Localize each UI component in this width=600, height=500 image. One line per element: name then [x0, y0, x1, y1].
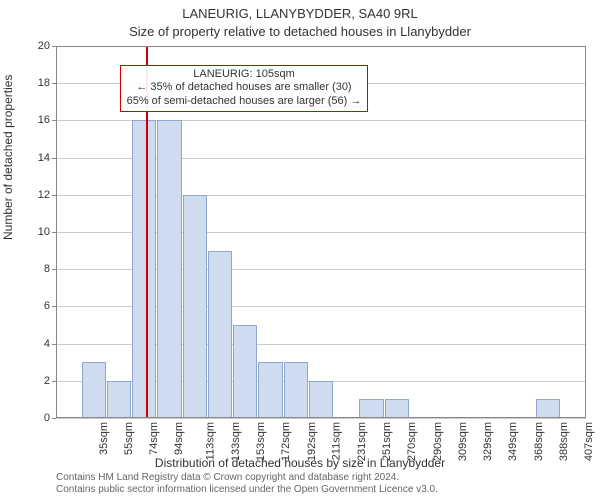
- plot-area: 0246810121416182035sqm55sqm74sqm94sqm113…: [56, 46, 586, 418]
- bar: [284, 362, 308, 418]
- annotation-box: LANEURIG: 105sqm← 35% of detached houses…: [120, 65, 369, 112]
- attribution-line: Contains public sector information licen…: [56, 484, 438, 496]
- x-axis-label: Distribution of detached houses by size …: [0, 456, 600, 470]
- y-tick-label: 8: [44, 263, 56, 275]
- x-tick-label: 113sqm: [204, 422, 216, 460]
- annotation-line: LANEURIG: 105sqm: [127, 68, 362, 82]
- y-tick-label: 2: [44, 375, 56, 387]
- bar: [385, 399, 409, 418]
- y-tick-label: 16: [38, 114, 56, 126]
- y-tick-label: 20: [38, 40, 56, 52]
- chart-title: LANEURIG, LLANYBYDDER, SA40 9RL: [0, 6, 600, 21]
- bar: [309, 381, 333, 418]
- y-axis-label: Number of detached properties: [1, 75, 15, 240]
- y-tick-label: 18: [38, 77, 56, 89]
- x-tick-label: 35sqm: [98, 422, 110, 455]
- y-tick-label: 10: [38, 226, 56, 238]
- attribution: Contains HM Land Registry data © Crown c…: [56, 472, 438, 496]
- x-tick-label: 211sqm: [330, 422, 342, 460]
- y-tick-label: 4: [44, 338, 56, 350]
- bar: [183, 195, 207, 418]
- gridline: [56, 418, 586, 419]
- bar: [536, 399, 560, 418]
- bar: [132, 120, 156, 418]
- histogram-chart: LANEURIG, LLANYBYDDER, SA40 9RL Size of …: [0, 0, 600, 500]
- bar: [157, 120, 181, 418]
- y-tick-label: 14: [38, 152, 56, 164]
- bar: [208, 251, 232, 418]
- bar: [258, 362, 282, 418]
- x-tick-label: 94sqm: [173, 422, 185, 455]
- y-tick-label: 6: [44, 300, 56, 312]
- annotation-line: ← 35% of detached houses are smaller (30…: [127, 81, 362, 95]
- bar: [82, 362, 106, 418]
- x-tick-label: 55sqm: [123, 422, 135, 455]
- gridline: [56, 46, 586, 47]
- bar: [359, 399, 383, 418]
- y-tick-label: 12: [38, 189, 56, 201]
- chart-subtitle: Size of property relative to detached ho…: [0, 24, 600, 39]
- bar: [107, 381, 131, 418]
- attribution-line: Contains HM Land Registry data © Crown c…: [56, 472, 438, 484]
- x-tick-label: 74sqm: [148, 422, 160, 455]
- y-tick-label: 0: [44, 412, 56, 424]
- annotation-line: 65% of semi-detached houses are larger (…: [127, 95, 362, 109]
- bar: [233, 325, 257, 418]
